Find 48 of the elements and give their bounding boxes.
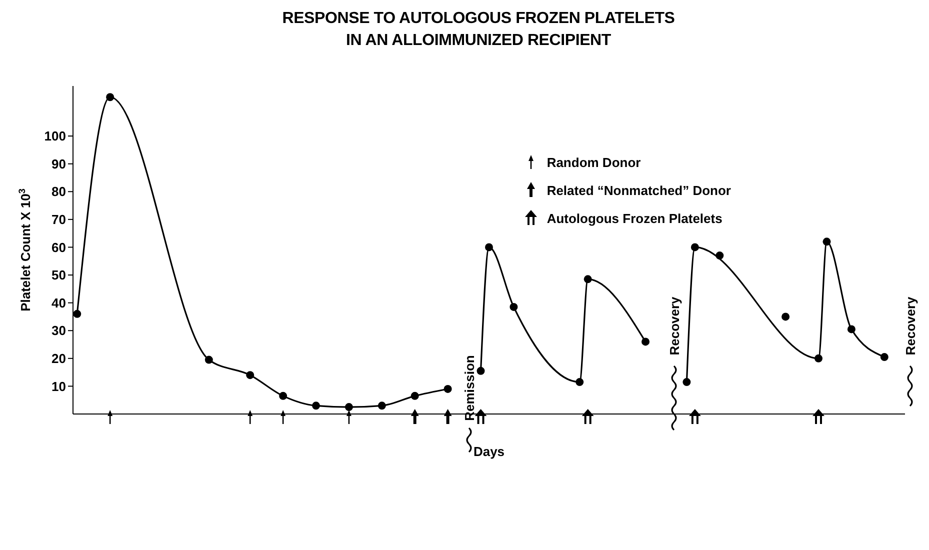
- point: [485, 243, 493, 252]
- point: [476, 366, 485, 375]
- annotation: Remission: [462, 355, 477, 421]
- y-tick-label: 80: [52, 184, 66, 200]
- point: [410, 409, 419, 416]
- point: [880, 353, 888, 362]
- point: [822, 238, 831, 246]
- y-tick-label: 90: [52, 156, 66, 172]
- point: [576, 378, 584, 386]
- point: [312, 402, 320, 410]
- legend-label: Related “Nonmatched” Donor: [546, 182, 731, 198]
- point: [108, 410, 113, 416]
- y-tick-label: 40: [52, 295, 66, 310]
- point: [73, 310, 82, 318]
- point: [716, 252, 724, 260]
- annotation: Recovery: [903, 296, 918, 356]
- point: [814, 354, 823, 362]
- point: [280, 410, 286, 416]
- point: [690, 243, 699, 252]
- point: [410, 392, 419, 400]
- point: [246, 371, 254, 380]
- point: [279, 392, 288, 400]
- y-tick-label: 70: [52, 212, 66, 228]
- y-tick-label: 50: [52, 268, 66, 283]
- point: [782, 312, 790, 321]
- point: [847, 325, 856, 334]
- annotation: Recovery: [667, 296, 682, 356]
- y-tick-label: 100: [44, 128, 66, 144]
- point: [642, 338, 650, 346]
- point: [344, 403, 353, 412]
- point: [346, 410, 352, 416]
- point: [106, 93, 114, 102]
- point: [682, 378, 691, 386]
- x-axis-title: Days: [473, 444, 505, 459]
- point: [378, 402, 386, 410]
- legend-label: Autologous Frozen Platelets: [546, 210, 722, 226]
- legend-label: Random Donor: [546, 154, 641, 170]
- point: [204, 356, 213, 364]
- y-tick-label: 30: [52, 323, 66, 338]
- chart-title: RESPONSE TO AUTOLOGOUS FROZEN PLATELETS IN AN ALLOIMMUNIZED RECIPIENT: [281, 9, 676, 51]
- y-tick-label: 60: [52, 240, 66, 255]
- point: [444, 409, 452, 416]
- point: [444, 384, 452, 393]
- y-tick-label: 10: [52, 378, 66, 394]
- y-tick-label: 20: [52, 351, 66, 366]
- point: [510, 302, 518, 311]
- point: [584, 275, 592, 284]
- point: [248, 410, 253, 416]
